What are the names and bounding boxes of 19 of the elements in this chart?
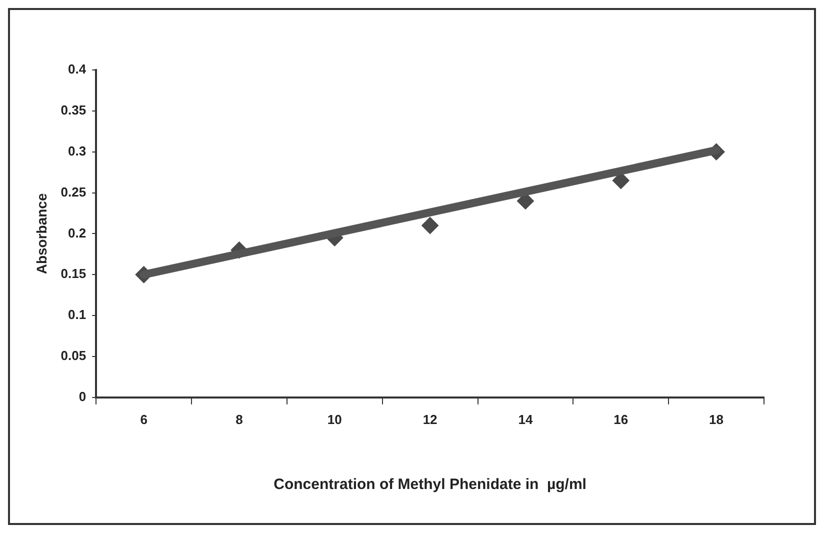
y-tick-label: 0.15 <box>60 266 86 282</box>
y-tick-label: 0.2 <box>68 225 86 240</box>
y-tick-label: 0.3 <box>68 143 86 158</box>
x-tick-label: 10 <box>327 412 342 427</box>
x-tick-label: 18 <box>709 412 724 427</box>
x-tick-label: 8 <box>236 412 243 427</box>
y-tick-label: 0.1 <box>68 307 86 322</box>
y-tick-label: 0.25 <box>60 184 86 200</box>
point <box>422 217 439 234</box>
x-tick-label: 12 <box>422 412 438 427</box>
x-tick-label: 14 <box>518 412 534 427</box>
x-tick-label: 6 <box>140 412 148 427</box>
y-tick-label: 0.35 <box>60 102 86 118</box>
y-tick-label: 0.05 <box>60 348 86 364</box>
x-tick-label: 16 <box>614 412 628 427</box>
y-tick-label: 0.4 <box>68 62 87 77</box>
y-axis-title: Absorbance <box>33 193 50 274</box>
y-tick-label: 0 <box>78 388 86 404</box>
x-axis-title: Concentration of Methyl Phenidate in µg/ml <box>274 476 586 494</box>
